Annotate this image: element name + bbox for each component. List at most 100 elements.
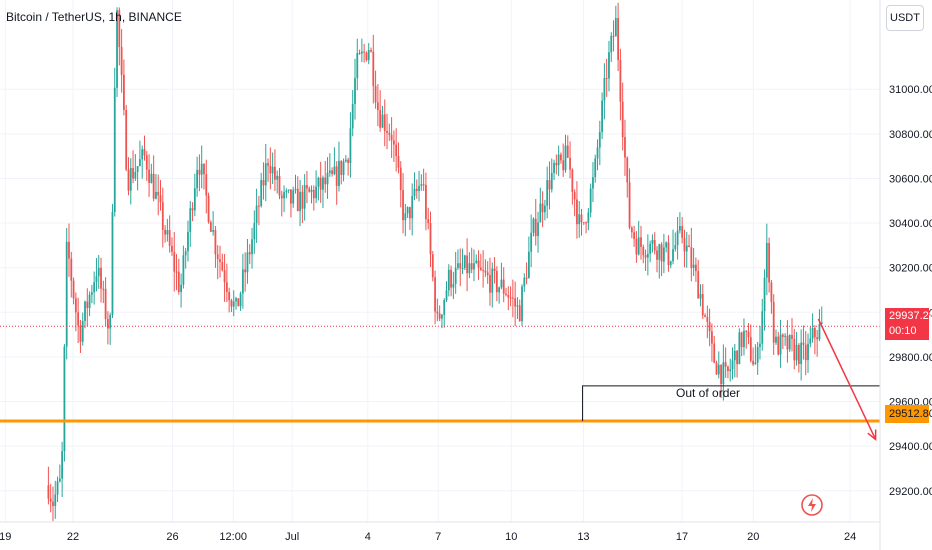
candle-body (745, 330, 748, 332)
candles (47, 2, 823, 522)
candle-body (395, 144, 398, 157)
candle-body (104, 288, 107, 319)
candle-body (374, 86, 377, 103)
candle-body (283, 192, 285, 199)
candle-body (562, 160, 565, 171)
candle-body (811, 327, 814, 339)
candle-body (658, 244, 661, 260)
candle-body (333, 166, 336, 175)
candle-body (697, 271, 700, 299)
candle-body (445, 290, 448, 301)
candle-body (582, 222, 585, 224)
candle-body (415, 188, 418, 192)
candle-body (159, 195, 162, 203)
candle-body (743, 330, 745, 348)
candle-body (411, 195, 414, 219)
candle-body (548, 180, 551, 190)
candle-body (315, 186, 317, 199)
currency-button[interactable]: USDT (886, 5, 924, 31)
symbol-title[interactable]: Bitcoin / TetherUS, 1h, BINANCE (6, 10, 182, 24)
candle-body (754, 362, 757, 365)
annotation-label[interactable]: Out of order (676, 386, 741, 400)
candle-body (756, 346, 759, 363)
candle-body (752, 360, 755, 365)
candle-body (79, 325, 82, 342)
candle-body (301, 191, 304, 209)
candle-body (470, 263, 473, 270)
candle-body (372, 51, 375, 87)
candle-body (342, 161, 345, 175)
drawing-overlays[interactable] (0, 318, 880, 442)
candle-body (493, 268, 496, 272)
candle-body (807, 343, 809, 361)
candle-body (523, 277, 526, 287)
candle-body (795, 344, 798, 361)
candle-body (475, 260, 478, 264)
candle-body (116, 10, 118, 88)
candle-body (546, 180, 549, 206)
candle-body (653, 240, 656, 251)
candle-body (564, 145, 567, 171)
candle-body (155, 191, 157, 199)
candle-body (534, 218, 537, 236)
candle-body (274, 166, 276, 180)
candle-body (736, 350, 738, 365)
projection-arrow-line (817, 318, 877, 440)
candle-body (340, 160, 343, 175)
candle-body (184, 251, 187, 256)
candle-body (772, 302, 775, 343)
candle-body (347, 159, 350, 163)
candle-body (292, 190, 295, 204)
candle-body (109, 314, 112, 329)
candle-body (175, 271, 178, 273)
candle-body (759, 343, 761, 347)
candle-body (129, 167, 132, 191)
candle-body (644, 255, 647, 258)
candle-body (621, 101, 624, 138)
candle-body (173, 251, 176, 272)
candle-body (367, 50, 370, 61)
candle-body (406, 207, 409, 214)
candle-body (260, 180, 263, 206)
candle-body (276, 175, 279, 180)
candle-body (779, 334, 782, 355)
time-tick-label: 17 (676, 531, 688, 543)
candle-body (704, 315, 706, 317)
candle-body (695, 264, 697, 272)
candle-body (676, 230, 679, 246)
candle-body (507, 294, 510, 298)
candle-body (141, 149, 144, 160)
candle-body (388, 132, 391, 135)
candle-body (310, 189, 313, 192)
candle-body (692, 264, 695, 268)
level-price-tag: 29512.80 (885, 405, 932, 423)
candle-body (77, 312, 80, 326)
candle-body (477, 260, 480, 268)
candle-body (505, 293, 507, 295)
candle-body (111, 212, 114, 315)
candle-body (383, 114, 386, 132)
candle-body (58, 478, 61, 482)
candle-body (532, 218, 535, 233)
candle-body (47, 485, 50, 499)
candle-body (278, 175, 281, 196)
time-tick-label: Jul (285, 531, 299, 543)
candle-body (557, 154, 560, 166)
candle-body (221, 262, 224, 271)
candle-body (225, 282, 228, 292)
candle-body (196, 169, 199, 189)
candle-body (500, 279, 503, 288)
candle-body (356, 53, 359, 79)
candle-body (681, 226, 684, 238)
candle-body (731, 360, 734, 370)
candle-body (239, 293, 242, 307)
candle-body (610, 35, 613, 53)
candle-body (518, 305, 521, 322)
lightning-bolt-icon[interactable] (800, 493, 824, 517)
candle-body (56, 481, 59, 495)
candle-body (123, 74, 125, 110)
countdown-timer: 00:10 (889, 325, 917, 337)
candle-body (139, 159, 141, 167)
